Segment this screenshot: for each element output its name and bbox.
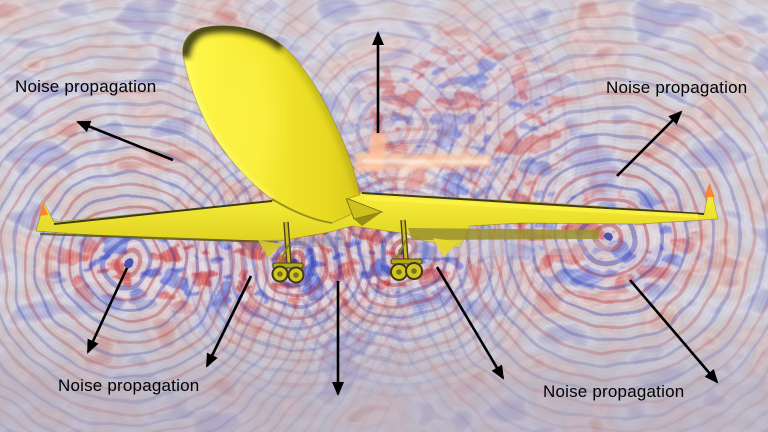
field-fade xyxy=(0,300,768,383)
wave-ring xyxy=(0,20,371,432)
wave-ring xyxy=(387,14,768,432)
wave-ring xyxy=(0,8,383,432)
wave-ring xyxy=(102,237,154,289)
noise-direction-arrow xyxy=(629,279,719,384)
wave-ring xyxy=(381,8,768,432)
wake-strip-right xyxy=(410,240,618,258)
landing-gear-right xyxy=(390,219,423,281)
noise-direction-arrow xyxy=(205,275,253,368)
noise-propagation-label-top-right: Noise propagation xyxy=(606,78,748,97)
wing-leading-edge-left xyxy=(53,200,273,225)
ghost-silhouette xyxy=(355,131,492,205)
noise-source xyxy=(123,258,133,268)
wave-ring xyxy=(361,0,768,432)
wave-ring xyxy=(374,1,768,432)
wing-shadow-band xyxy=(408,228,600,240)
wave-ring xyxy=(114,249,142,277)
fuselage-right-shading xyxy=(279,43,360,196)
wing-trailing-edge-left xyxy=(39,232,273,244)
wave-ring xyxy=(394,21,768,432)
wave-ring xyxy=(0,43,348,432)
wave-ring xyxy=(0,15,376,432)
wave-ring xyxy=(407,34,768,432)
noise-direction-arrow xyxy=(86,267,129,354)
noise-direction-arrow xyxy=(76,120,174,162)
winglet-tip-left xyxy=(39,203,48,216)
belly-line xyxy=(271,198,333,224)
gear-door-left xyxy=(258,240,282,258)
winglet-tip-right xyxy=(704,184,715,197)
wave-ring xyxy=(335,0,768,432)
nose-shading xyxy=(182,25,287,59)
gear-door-right xyxy=(433,238,458,257)
wave-ring xyxy=(0,66,325,432)
landing-gear-left xyxy=(271,221,305,284)
noise-source xyxy=(605,232,615,242)
noise-propagation-label-top-left: Noise propagation xyxy=(15,77,157,96)
wave-ring xyxy=(0,49,342,432)
wave-ring xyxy=(110,245,146,281)
fuselage xyxy=(182,25,361,224)
aircraft-model xyxy=(35,25,719,284)
noise-propagation-label-bottom-right: Noise propagation xyxy=(543,382,685,401)
wing-highlight xyxy=(364,196,699,218)
wave-ring xyxy=(371,111,409,149)
tailcone-lower xyxy=(354,212,382,226)
wing-leading-edge-right xyxy=(361,192,705,215)
wave-ring xyxy=(340,80,440,180)
noise-direction-arrow xyxy=(435,266,505,380)
wave-ring xyxy=(348,0,768,432)
noise-propagation-label-bottom-left: Noise propagation xyxy=(58,376,200,395)
fuselage-center-highlight xyxy=(224,52,280,188)
wave-ring xyxy=(0,31,360,432)
wing xyxy=(35,183,719,249)
noise-direction-arrow xyxy=(616,110,683,177)
outer-field-band xyxy=(0,383,768,432)
annotation-arrows xyxy=(76,31,719,396)
